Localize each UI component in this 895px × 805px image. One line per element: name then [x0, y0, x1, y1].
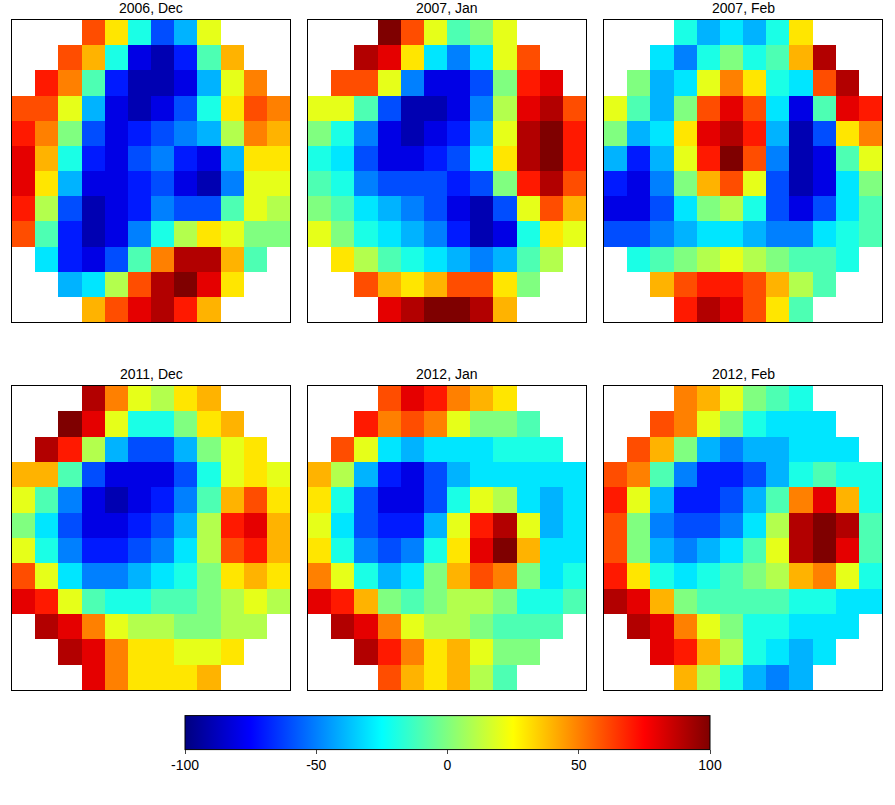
svg-text:2012, Feb: 2012, Feb	[712, 366, 775, 382]
svg-text:-100: -100	[171, 757, 199, 773]
svg-text:50: 50	[571, 757, 587, 773]
svg-text:2007, Feb: 2007, Feb	[712, 0, 775, 16]
svg-text:2011, Dec: 2011, Dec	[120, 366, 183, 382]
svg-text:-50: -50	[306, 757, 326, 773]
svg-text:2006, Dec: 2006, Dec	[119, 0, 183, 16]
svg-text:0: 0	[444, 757, 452, 773]
svg-text:2007, Jan: 2007, Jan	[416, 0, 478, 16]
svg-text:100: 100	[698, 757, 722, 773]
svg-text:2012, Jan: 2012, Jan	[416, 366, 478, 382]
